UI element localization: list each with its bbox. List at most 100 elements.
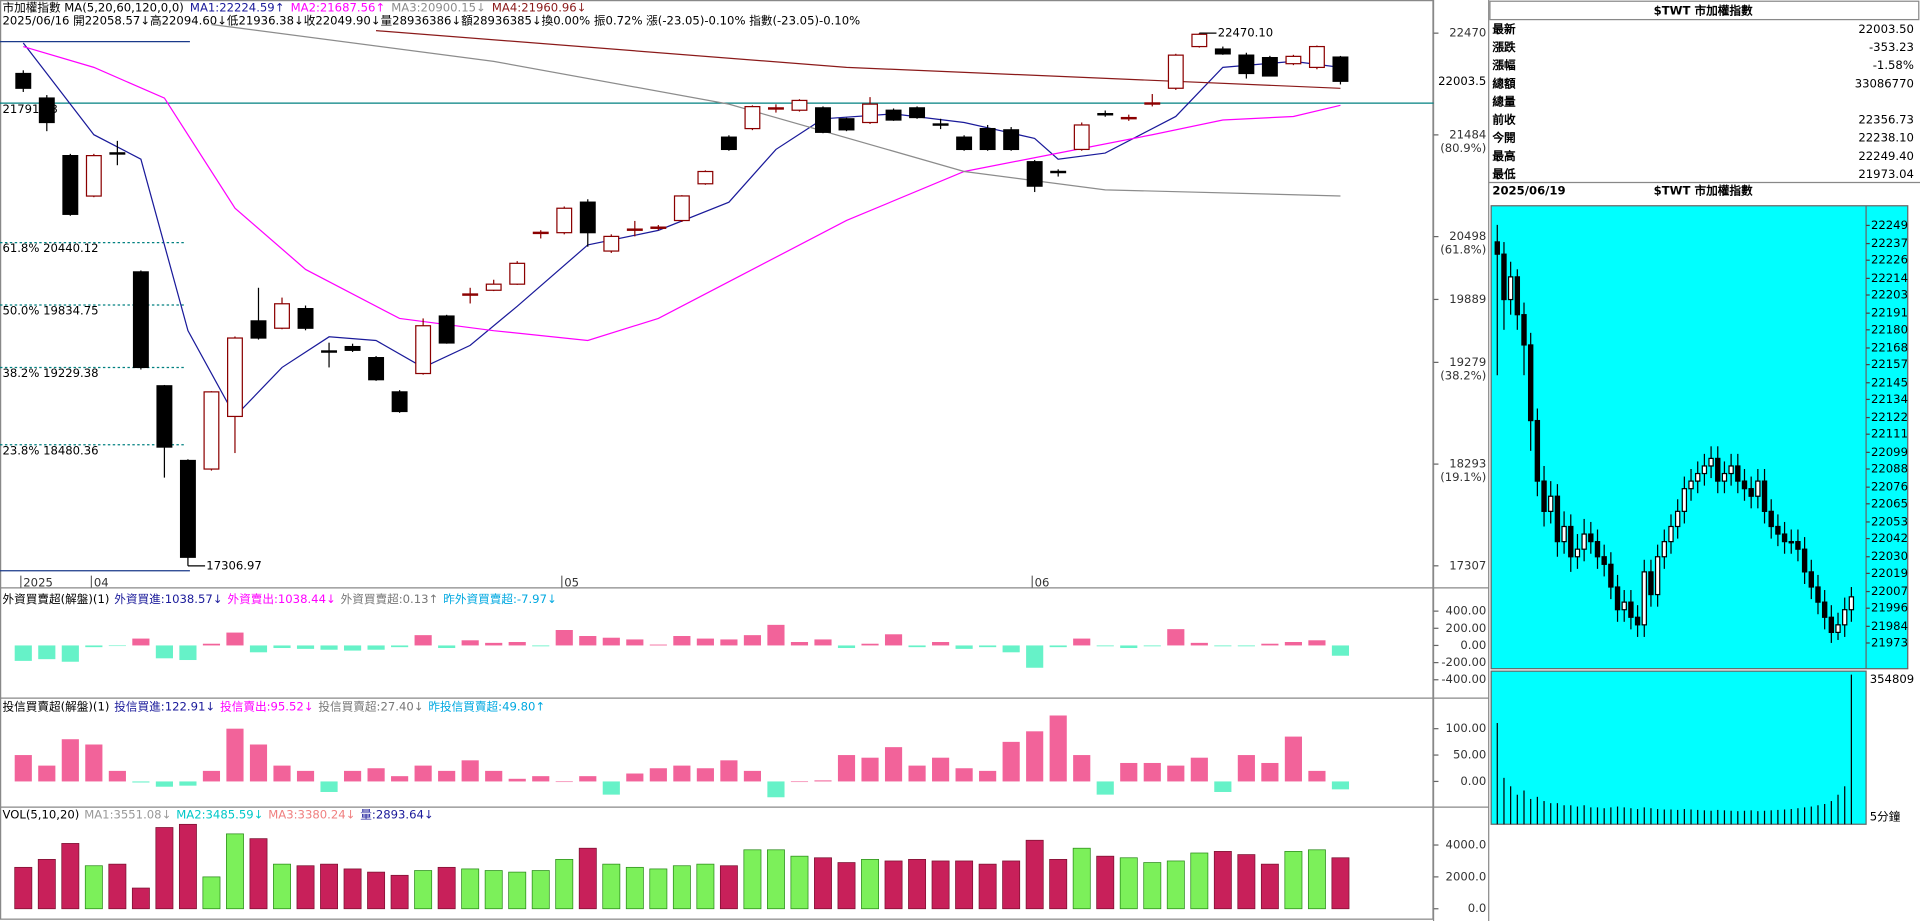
candle-body <box>1097 113 1114 116</box>
net-buy-bar <box>273 765 291 782</box>
net-buy-bar <box>155 781 173 787</box>
quote-label: 最低 <box>1492 167 1516 181</box>
volume-bar <box>1166 860 1185 910</box>
net-buy-bar <box>179 645 197 661</box>
net-buy-bar <box>1120 762 1138 782</box>
y-tick-label: 21984 <box>1871 619 1908 633</box>
annotation-label: 17306.97 <box>206 558 261 572</box>
net-buy-bar <box>1143 762 1161 782</box>
candle-body <box>1775 525 1781 535</box>
y-tick-label: 19889 <box>1449 292 1486 306</box>
net-buy-bar <box>485 642 503 646</box>
quote-label: 總額 <box>1492 76 1516 90</box>
candle-body <box>109 152 126 155</box>
net-buy-bar <box>1190 642 1208 646</box>
net-buy-bar <box>861 643 879 646</box>
volume-bar <box>884 860 903 910</box>
ma-line <box>22 42 1341 418</box>
quote-value: 21973.04 <box>1858 167 1913 181</box>
volume-bar <box>437 866 456 910</box>
candle-body <box>1608 563 1614 588</box>
candle-body <box>1674 510 1681 528</box>
y-tick-label: 4000.0 <box>1446 838 1487 852</box>
volume-bar <box>320 863 338 910</box>
candle-body <box>38 97 55 124</box>
net-buy-bar <box>861 757 879 782</box>
y-tick-label: 22191 <box>1871 306 1908 320</box>
candle-body <box>885 109 902 121</box>
net-buy-bar <box>132 781 150 783</box>
volume-bar <box>1260 863 1279 910</box>
y-tick-label: 200.00 <box>1446 621 1487 635</box>
net-buy-bar <box>38 765 56 782</box>
candle-body <box>1768 510 1774 528</box>
net-buy-bar <box>955 768 973 782</box>
candle-body <box>62 155 79 215</box>
candle-body <box>1588 533 1594 543</box>
candle-body <box>1668 525 1674 543</box>
quote-value: 22356.73 <box>1858 113 1913 127</box>
y-tick-label: 22470 <box>1449 26 1486 40</box>
legend-entry: MA1:22224.59↑ <box>190 0 285 14</box>
fib-label: 50.0% 19834.75 <box>2 304 98 318</box>
y-tick-label: 22168 <box>1871 340 1908 354</box>
net-buy-bar <box>1190 757 1208 782</box>
volume-bar <box>1119 857 1138 910</box>
candle-body <box>344 345 361 351</box>
candle-body <box>1815 586 1821 603</box>
net-buy-bar <box>1284 736 1302 782</box>
y-tick-label: 22042 <box>1871 531 1908 545</box>
candle-body <box>1548 495 1554 512</box>
quote-label: 漲幅 <box>1492 58 1516 72</box>
candle-body <box>1681 488 1688 512</box>
net-buy-bar <box>461 760 479 782</box>
y-tick-label: -400.00 <box>1441 672 1486 686</box>
candle-body <box>1761 480 1768 512</box>
net-buy-bar <box>461 640 479 646</box>
volume-bar <box>14 866 33 910</box>
ma-line <box>211 23 1341 197</box>
candle-body <box>1835 624 1841 634</box>
candle-body <box>1507 276 1514 301</box>
candle-body <box>603 235 620 252</box>
quote-label: 前收 <box>1492 113 1516 127</box>
net-buy-bar <box>85 744 103 782</box>
net-buy-bar <box>1026 731 1044 782</box>
net-buy-bar <box>1073 638 1091 646</box>
y-tick-label: 22180 <box>1871 322 1908 336</box>
net-buy-bar <box>1308 770 1326 782</box>
net-buy-bar <box>1237 755 1255 782</box>
quote-title-box <box>1489 0 1920 21</box>
quote-value: -353.23 <box>1869 40 1914 54</box>
quote-label: 漲跌 <box>1492 40 1516 54</box>
candle-body <box>1514 276 1521 316</box>
volume-bar <box>578 847 597 910</box>
candle-body <box>673 195 690 222</box>
candle-body <box>791 99 808 111</box>
candle-body <box>438 315 455 344</box>
net-buy-bar <box>626 639 644 646</box>
legend-entry: 外資買進:1038.57↓ <box>114 591 222 605</box>
legend-entry: 投信買賣超(解盤)(1) <box>2 699 109 713</box>
candle-body <box>1261 56 1278 77</box>
volume-bar <box>1190 852 1209 910</box>
legend-entry: 外資賣出:1038.44↓ <box>227 591 335 605</box>
net-buy-bar <box>179 781 197 786</box>
net-buy-bar <box>320 781 338 792</box>
candle-body <box>1167 54 1184 89</box>
candle-body <box>1238 54 1255 75</box>
candle-body <box>1073 124 1090 151</box>
volume-bar <box>672 865 691 910</box>
candle-body <box>85 155 102 197</box>
candle-body <box>579 201 596 234</box>
net-buy-bar <box>1002 645 1020 653</box>
volume-bar <box>1025 839 1044 910</box>
volume-bar <box>226 833 244 910</box>
volume-bar <box>178 823 197 910</box>
net-buy-bar <box>908 765 926 782</box>
candle-body <box>932 123 949 126</box>
net-buy-bar <box>343 645 362 651</box>
y-tick-label: 22134 <box>1871 392 1908 406</box>
y-tick-label: 22237 <box>1871 236 1908 250</box>
